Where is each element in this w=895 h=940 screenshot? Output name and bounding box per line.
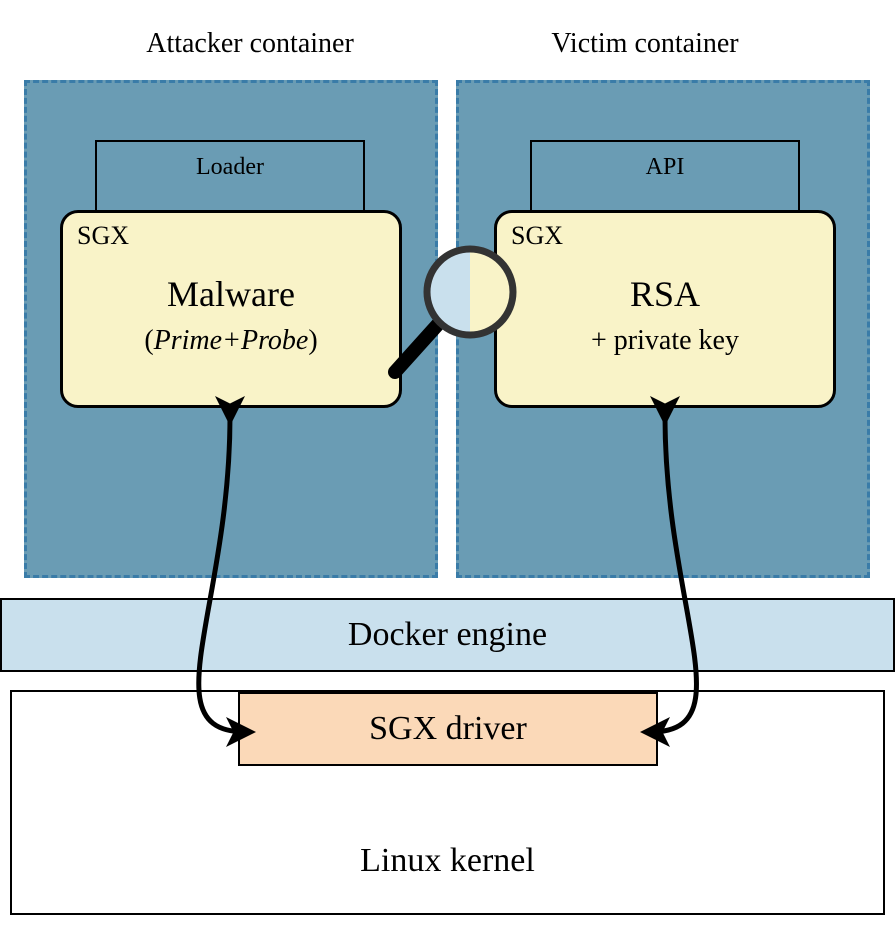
docker-label: Docker engine [348,616,547,653]
diagram-canvas: Attacker container Victim container Load… [0,0,895,935]
kernel-label: Linux kernel [12,842,883,880]
sgx-driver-box: SGX driver [238,692,658,766]
sgx-driver-label: SGX driver [369,710,527,747]
docker-engine-bar: Docker engine [0,598,895,672]
